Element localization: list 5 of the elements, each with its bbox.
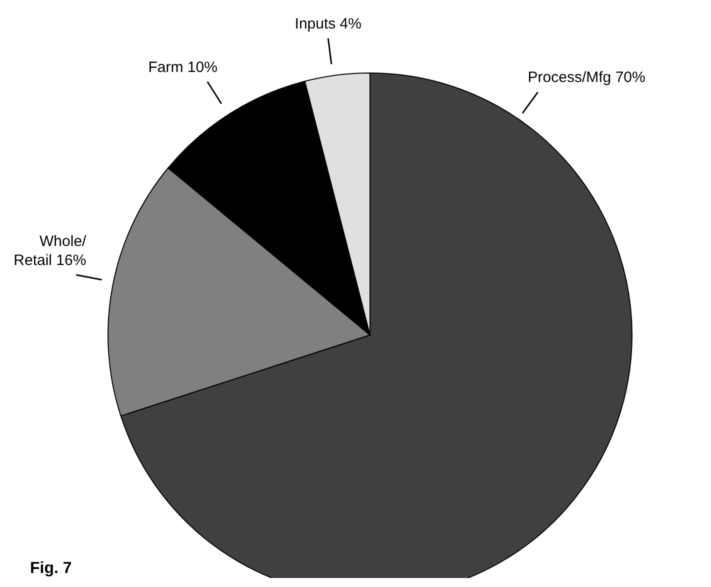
slice-label: Process/Mfg 70%	[528, 69, 646, 86]
caption: Fig. 7	[30, 560, 72, 578]
slice-label: Inputs 4%	[294, 15, 362, 32]
slice-label: Whole/Retail 16%	[14, 232, 88, 269]
slice-label: Farm 10%	[148, 58, 218, 76]
